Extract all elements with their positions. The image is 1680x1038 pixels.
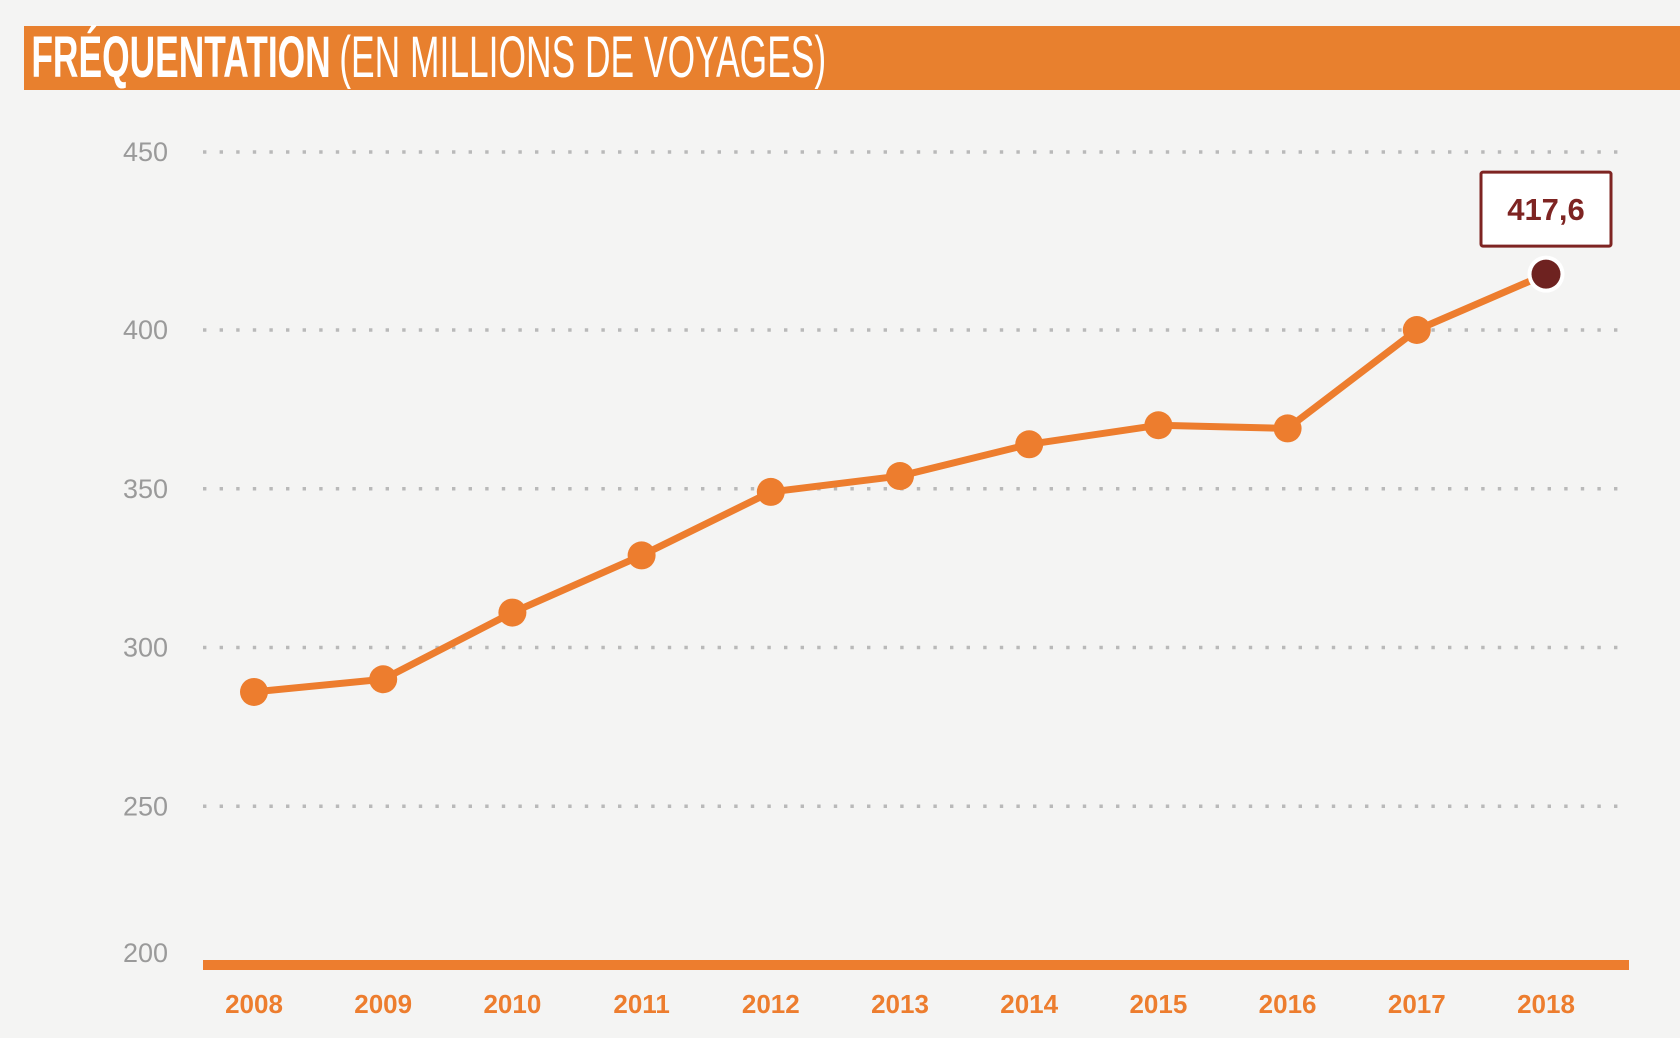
data-point-2015 [1144,411,1173,440]
y-axis-label-450: 450 [123,137,168,167]
x-axis-label-2014: 2014 [1000,989,1058,1019]
y-axis-label-300: 300 [123,633,168,663]
x-axis-label-2013: 2013 [871,989,929,1019]
data-point-2011 [627,541,656,570]
data-point-2012 [756,477,785,506]
data-point-2013 [886,462,914,491]
x-axis-label-2018: 2018 [1517,989,1575,1019]
y-axis-label-350: 350 [123,474,168,504]
data-point-2014 [1015,430,1044,459]
x-axis-label-2015: 2015 [1129,989,1187,1019]
data-point-2016 [1273,414,1302,443]
x-axis-line [203,960,1629,970]
annotation-value: 417,6 [1507,192,1585,227]
chart-subtitle: (EN MILLIONS DE VOYAGES) [339,25,827,90]
x-axis-label-2010: 2010 [483,989,541,1019]
data-point-2009 [369,665,398,694]
x-axis-label-2016: 2016 [1259,989,1317,1019]
annotation-box [1479,170,1613,248]
y-axis-label-250: 250 [123,791,168,821]
x-axis-label-2009: 2009 [354,989,412,1019]
data-point-2018 [1531,259,1561,289]
data-point-2008 [240,677,268,706]
y-axis-label-200: 200 [123,938,168,968]
x-axis-label-2011: 2011 [613,989,669,1019]
x-axis-label-2012: 2012 [742,989,800,1019]
x-axis-label-2017: 2017 [1388,989,1446,1019]
y-axis-label-400: 400 [123,315,168,345]
data-point-2017 [1402,316,1431,344]
chart-title: FRÉQUENTATION [31,25,331,90]
chart-title-bar: FRÉQUENTATION (EN MILLIONS DE VOYAGES) [24,26,1680,90]
x-axis-label-2008: 2008 [225,989,283,1019]
data-point-2010 [498,598,527,627]
chart-title-group: FRÉQUENTATION (EN MILLIONS DE VOYAGES) [24,29,826,87]
